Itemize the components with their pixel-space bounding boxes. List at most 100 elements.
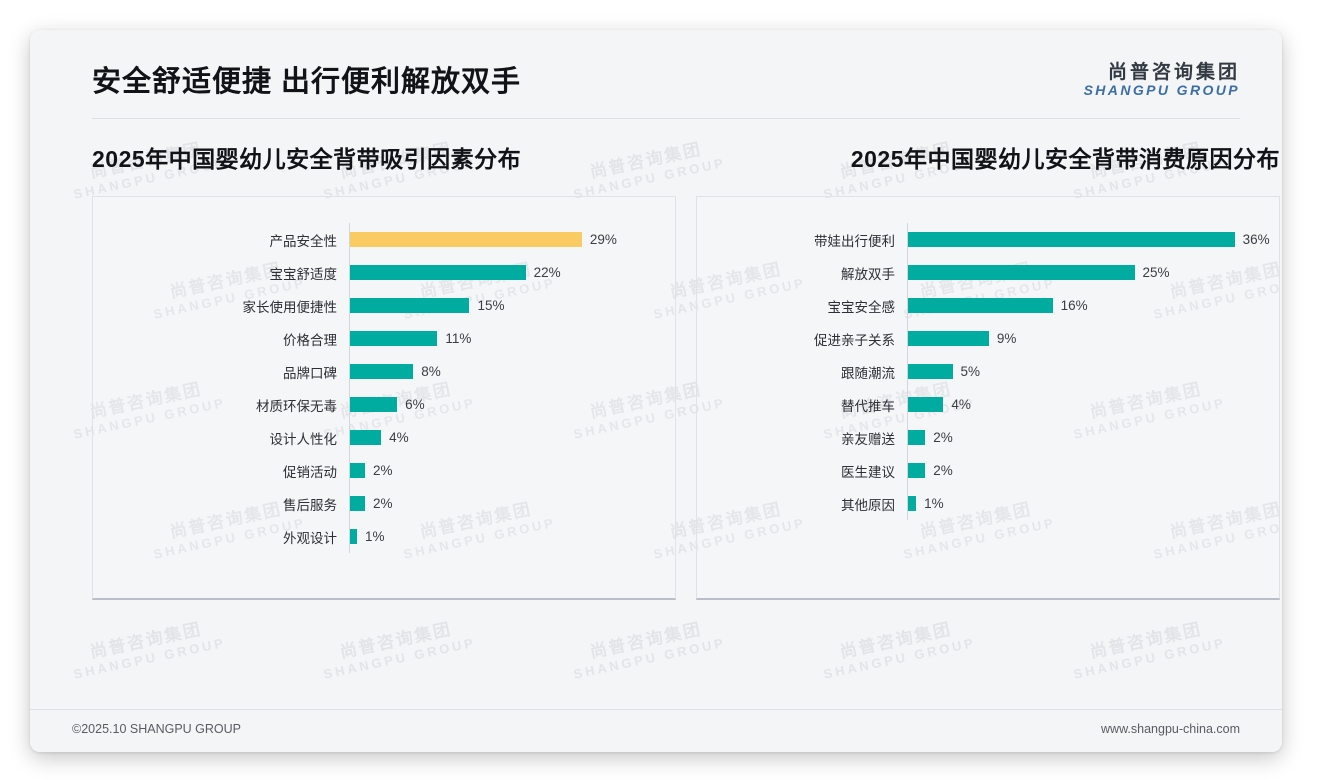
bar-value-label: 29% xyxy=(589,232,617,247)
bar-segment[interactable] xyxy=(907,364,953,379)
page-title: 安全舒适便捷 出行便利解放双手 xyxy=(92,66,522,98)
slide-header: 安全舒适便捷 出行便利解放双手 尚普咨询集团 SHANGPU GROUP xyxy=(30,30,1282,119)
bar-value-label: 2% xyxy=(933,463,953,478)
bar-category-label: 替代推车 xyxy=(841,398,895,414)
bar-track: 22% xyxy=(349,256,675,289)
bar-value-label: 1% xyxy=(924,496,944,511)
bar-value-label: 8% xyxy=(421,364,441,379)
chart-bar-row: 解放双手 25% xyxy=(697,256,1279,289)
logo-english-name: SHANGPU GROUP xyxy=(1083,82,1240,99)
bar-track: 4% xyxy=(349,421,675,454)
chart-bar-row: 售后服务 2% xyxy=(93,487,675,520)
chart-panel-attraction-factors: 2025年中国婴幼儿安全背带吸引因素分布 产品安全性 29% 宝宝舒适度 22% 家长使… xyxy=(92,140,676,600)
chart-bar-row: 设计人性化 4% xyxy=(93,421,675,454)
chart-bar-row: 促进亲子关系 9% xyxy=(697,322,1279,355)
bar-category-label: 产品安全性 xyxy=(269,233,338,249)
bar-track: 25% xyxy=(907,256,1279,289)
header-divider xyxy=(92,118,1240,119)
bar-category-label: 亲友赠送 xyxy=(841,431,895,447)
bar-segment[interactable] xyxy=(349,331,438,346)
chart-bar-row: 其他原因 1% xyxy=(697,487,1279,520)
bar-segment[interactable] xyxy=(349,463,366,478)
bar-value-label: 4% xyxy=(389,430,409,445)
chart-bar-row: 促销活动 2% xyxy=(93,454,675,487)
bar-track: 2% xyxy=(907,421,1279,454)
bar-category-label: 医生建议 xyxy=(841,464,895,480)
plot-area-right: 带娃出行便利 36% 解放双手 25% 宝宝安全感 16% 促进亲子关系 9% 跟随潮流 5% 替代… xyxy=(696,196,1280,600)
chart-bar-row: 外观设计 1% xyxy=(93,520,675,553)
chart-bar-row: 价格合理 11% xyxy=(93,322,675,355)
bar-category-label: 售后服务 xyxy=(283,497,337,513)
bar-value-label: 22% xyxy=(533,265,561,280)
bar-value-label: 5% xyxy=(960,364,981,379)
brand-logo: 尚普咨询集团 SHANGPU GROUP xyxy=(1084,62,1240,99)
bar-category-label: 促销活动 xyxy=(283,464,337,480)
bar-track: 11% xyxy=(349,322,675,355)
bar-segment[interactable] xyxy=(907,463,926,478)
bar-segment[interactable] xyxy=(907,331,989,346)
bar-segment[interactable] xyxy=(907,265,1135,280)
bar-category-label: 家长使用便捷性 xyxy=(242,299,338,315)
bar-value-label: 11% xyxy=(445,331,472,346)
bar-rows-right: 带娃出行便利 36% 解放双手 25% 宝宝安全感 16% 促进亲子关系 9% 跟随潮流 5% 替代… xyxy=(697,223,1279,580)
bar-value-label: 15% xyxy=(477,298,505,313)
chart-bar-row: 医生建议 2% xyxy=(697,454,1279,487)
bar-segment[interactable] xyxy=(349,430,382,445)
bar-value-label: 4% xyxy=(951,397,971,412)
chart-bar-row: 产品安全性 29% xyxy=(93,223,675,256)
bar-category-label: 外观设计 xyxy=(283,530,337,546)
bar-category-label: 带娃出行便利 xyxy=(814,233,895,249)
chart-bar-row: 替代推车 4% xyxy=(697,388,1279,421)
bar-value-label: 36% xyxy=(1242,232,1270,247)
bar-track: 2% xyxy=(907,454,1279,487)
chart-bar-row: 品牌口碑 8% xyxy=(93,355,675,388)
bar-segment[interactable] xyxy=(349,496,366,511)
bar-category-label: 其他原因 xyxy=(841,497,895,513)
logo-chinese-name: 尚普咨询集团 xyxy=(1107,62,1240,83)
bar-value-label: 1% xyxy=(365,529,385,544)
bar-category-label: 价格合理 xyxy=(283,332,337,348)
bar-segment[interactable] xyxy=(907,298,1053,313)
chart-bar-row: 宝宝舒适度 22% xyxy=(93,256,675,289)
bar-segment[interactable] xyxy=(349,265,526,280)
bar-segment[interactable] xyxy=(907,397,944,412)
bar-segment[interactable] xyxy=(907,496,917,511)
chart-bar-row: 材质环保无毒 6% xyxy=(93,388,675,421)
bar-track: 16% xyxy=(907,289,1279,322)
slide-footer: ©2025.10 SHANGPU GROUP www.shangpu-china… xyxy=(30,709,1282,752)
bar-value-label: 25% xyxy=(1142,265,1170,280)
bar-track: 15% xyxy=(349,289,675,322)
bar-value-label: 2% xyxy=(373,496,393,511)
bar-track: 29% xyxy=(349,223,675,256)
bar-segment[interactable] xyxy=(349,298,470,313)
chart-panel-consumption-reasons: 2025年中国婴幼儿安全背带消费原因分布 带娃出行便利 36% 解放双手 25% 宝宝安… xyxy=(696,140,1280,600)
footer-copyright: ©2025.10 SHANGPU GROUP xyxy=(72,722,241,736)
chart-title-right: 2025年中国婴幼儿安全背带消费原因分布 xyxy=(850,146,1280,172)
bar-value-label: 2% xyxy=(373,463,393,478)
chart-bar-row: 宝宝安全感 16% xyxy=(697,289,1279,322)
bar-track: 8% xyxy=(349,355,675,388)
bar-track: 4% xyxy=(907,388,1279,421)
plot-area-left: 产品安全性 29% 宝宝舒适度 22% 家长使用便捷性 15% 价格合理 11% 品牌口碑 8% 材… xyxy=(92,196,676,600)
chart-bar-row: 带娃出行便利 36% xyxy=(697,223,1279,256)
bar-track: 1% xyxy=(907,487,1279,520)
bar-segment[interactable] xyxy=(349,397,398,412)
bar-category-label: 材质环保无毒 xyxy=(256,398,337,414)
bar-segment[interactable] xyxy=(349,529,358,544)
bar-segment[interactable] xyxy=(349,232,582,247)
bar-category-label: 设计人性化 xyxy=(269,431,338,447)
bar-value-label: 9% xyxy=(996,331,1017,346)
bar-segment[interactable] xyxy=(907,232,1235,247)
bar-category-label: 促进亲子关系 xyxy=(814,332,895,348)
bar-segment[interactable] xyxy=(349,364,414,379)
footer-website[interactable]: www.shangpu-china.com xyxy=(1101,722,1240,736)
bar-value-label: 6% xyxy=(405,397,425,412)
bar-rows-left: 产品安全性 29% 宝宝舒适度 22% 家长使用便捷性 15% 价格合理 11% 品牌口碑 8% 材… xyxy=(93,223,675,580)
bar-segment[interactable] xyxy=(907,430,926,445)
chart-bar-row: 家长使用便捷性 15% xyxy=(93,289,675,322)
bar-category-label: 宝宝安全感 xyxy=(827,299,896,315)
